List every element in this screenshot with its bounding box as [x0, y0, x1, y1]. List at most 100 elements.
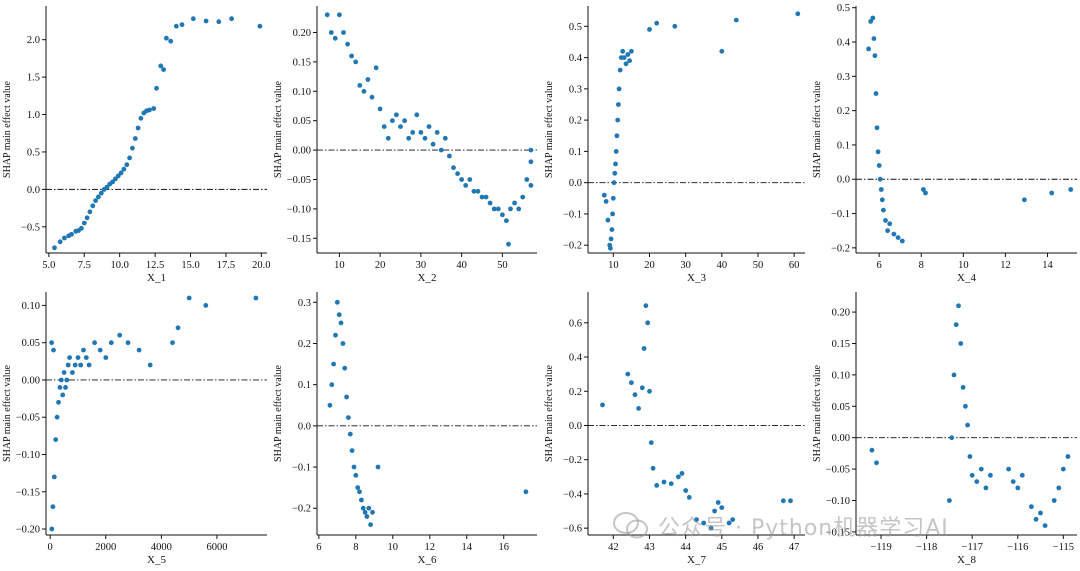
- x-tick-label: 14: [1042, 260, 1053, 271]
- x-tick-label: 10: [388, 542, 399, 553]
- y-axis-label: SHAP main effect value: [273, 80, 284, 177]
- data-point: [719, 505, 725, 510]
- data-point: [365, 77, 371, 82]
- data-point: [355, 485, 361, 490]
- y-tick-label: 0.00: [22, 375, 40, 386]
- y-tick-label: 2.0: [27, 35, 40, 46]
- data-point: [60, 392, 66, 398]
- data-point: [874, 460, 879, 466]
- data-point: [650, 465, 656, 471]
- data-point: [96, 194, 101, 200]
- data-point: [627, 58, 632, 64]
- data-point: [117, 332, 123, 338]
- x-tick-label: 44: [680, 542, 691, 553]
- y-tick-label: 0.15: [293, 57, 311, 68]
- data-point: [81, 347, 86, 353]
- data-point: [459, 177, 464, 182]
- y-tick-label: 0.05: [293, 116, 311, 127]
- data-point: [56, 399, 61, 405]
- data-point: [516, 206, 522, 212]
- data-point: [327, 402, 333, 408]
- data-point: [63, 385, 68, 390]
- data-point: [629, 48, 634, 54]
- data-point: [341, 30, 346, 35]
- data-point: [654, 483, 660, 488]
- x-tick-label: 20: [644, 260, 655, 271]
- data-point: [49, 526, 55, 532]
- x-tick-label: 12: [1000, 260, 1011, 271]
- x-tick-label: 10: [958, 260, 969, 271]
- x-tick-label: 42: [608, 542, 619, 553]
- data-point: [603, 199, 609, 204]
- x-tick-label: −117: [962, 542, 983, 553]
- data-point: [1010, 479, 1016, 484]
- y-axis-label: SHAP main effect value: [544, 80, 555, 177]
- data-point: [426, 124, 432, 129]
- data-point: [186, 295, 192, 301]
- data-point: [632, 392, 638, 398]
- data-point: [641, 346, 647, 351]
- data-point: [147, 362, 153, 368]
- data-point: [130, 145, 135, 151]
- data-point: [357, 83, 363, 88]
- data-point: [57, 385, 63, 390]
- y-tick-label: 0.0: [837, 175, 850, 186]
- data-point: [351, 464, 357, 470]
- data-point: [712, 508, 717, 514]
- data-point: [645, 320, 651, 326]
- data-point: [616, 86, 622, 92]
- x-tick-label: 17.5: [217, 260, 235, 271]
- data-point: [447, 153, 452, 159]
- x-tick-label: 14: [461, 542, 472, 553]
- data-point: [216, 19, 222, 25]
- data-point: [520, 194, 526, 200]
- x-tick-label: 2000: [95, 542, 116, 553]
- data-point: [346, 415, 351, 420]
- x-tick-label: 30: [680, 260, 691, 271]
- data-point: [600, 402, 605, 408]
- y-tick-label: 0.05: [22, 338, 40, 349]
- data-point: [708, 525, 714, 531]
- y-tick-label: −0.2: [563, 455, 582, 466]
- data-point: [715, 500, 721, 505]
- data-point: [500, 212, 505, 218]
- data-point: [334, 299, 340, 305]
- y-axis-label: SHAP main effect value: [2, 80, 13, 177]
- data-point: [726, 520, 732, 526]
- x-tick-label: 12: [425, 542, 436, 553]
- data-point: [349, 448, 355, 453]
- data-point: [891, 231, 897, 237]
- data-point: [701, 520, 707, 526]
- data-point: [385, 135, 391, 141]
- y-tick-label: −0.20: [16, 525, 40, 536]
- data-point: [369, 94, 375, 100]
- data-point: [629, 380, 634, 386]
- data-point: [969, 472, 975, 478]
- data-point: [1029, 504, 1034, 510]
- data-point: [253, 295, 259, 301]
- x-tick-label: 40: [717, 260, 728, 271]
- data-point: [1056, 485, 1062, 491]
- data-point: [921, 187, 926, 192]
- data-point: [463, 183, 469, 188]
- data-point: [103, 355, 109, 360]
- data-point: [887, 221, 893, 227]
- data-point: [83, 355, 89, 360]
- data-point: [370, 509, 375, 515]
- x-tick-label: 12.5: [146, 260, 164, 271]
- data-point: [869, 447, 875, 453]
- data-point: [661, 479, 667, 485]
- data-point: [613, 161, 618, 167]
- data-point: [874, 125, 880, 131]
- y-tick-label: 0.05: [832, 402, 850, 413]
- y-tick-label: 0.15: [832, 339, 850, 350]
- data-point: [418, 130, 424, 135]
- data-point: [876, 163, 882, 168]
- data-point: [648, 440, 654, 445]
- x-tick-label: 4000: [151, 542, 172, 553]
- data-point: [923, 190, 928, 196]
- data-point: [899, 238, 905, 244]
- data-point: [175, 325, 181, 331]
- data-point: [203, 18, 209, 24]
